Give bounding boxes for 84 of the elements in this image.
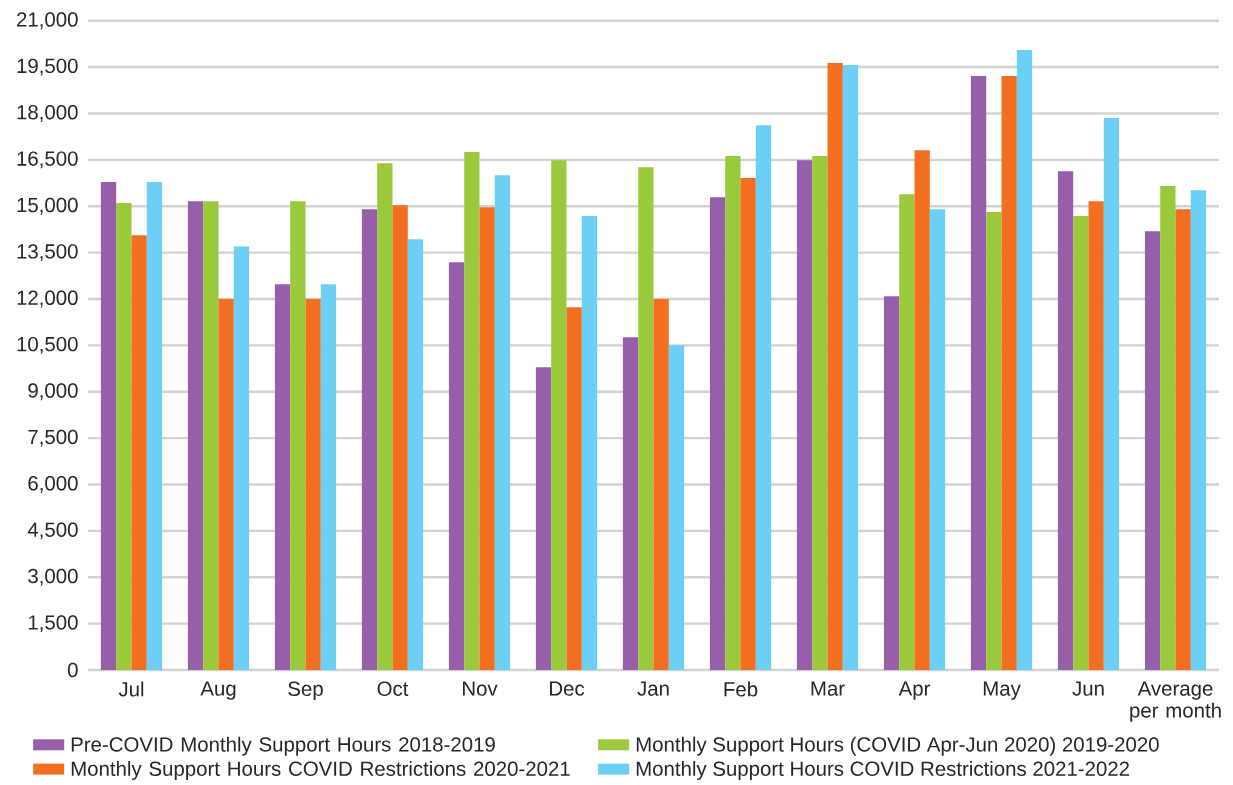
bar: [290, 201, 306, 670]
bar: [1073, 216, 1089, 670]
bar: [709, 197, 726, 670]
bar: [566, 307, 582, 670]
bar: [1001, 76, 1017, 670]
y-tick-label: 6,000: [28, 476, 78, 493]
y-tick-label: 16,500: [17, 151, 78, 169]
bar: [448, 262, 465, 670]
x-tick-label: Mar: [811, 681, 845, 696]
y-tick-label: 19,500: [17, 58, 78, 76]
y-tick-label: 13,500: [17, 244, 78, 262]
bar: [116, 203, 132, 670]
x-tick-label: May: [983, 681, 1021, 700]
bar: [131, 235, 147, 670]
bar: [812, 156, 828, 670]
bar: [1144, 231, 1161, 670]
x-tick-label: Feb: [724, 681, 758, 697]
y-tick-label: 10,500: [17, 336, 78, 354]
x-tick-label: Jun: [1072, 681, 1104, 696]
bar: [1103, 118, 1120, 670]
bar: [796, 160, 813, 670]
bar: [187, 201, 204, 670]
bar: [899, 194, 915, 670]
bar: [929, 209, 946, 670]
bar: [320, 284, 337, 670]
bar: [535, 367, 552, 670]
y-tick-label: 4,500: [27, 522, 78, 540]
bar: [1057, 171, 1074, 670]
bar: [392, 205, 408, 670]
bar: [464, 152, 480, 670]
bar: [305, 298, 321, 670]
y-tick-label: 21,000: [17, 12, 78, 30]
x-tick-label: Nov: [463, 681, 498, 696]
legend-label: Monthly Support Hours COVID Restrictions 2021-2022: [636, 760, 1129, 780]
bar: [986, 212, 1002, 670]
bar: [827, 63, 843, 670]
bar: [100, 182, 117, 670]
bar: [233, 246, 250, 670]
bar: [1175, 209, 1191, 670]
bar: [914, 150, 930, 670]
y-tick-label: 12,000: [17, 290, 78, 308]
bar: [725, 156, 741, 670]
y-tick-label: 9,000: [28, 383, 78, 401]
bar: [274, 284, 291, 670]
bar: [1088, 201, 1104, 670]
bar: [668, 345, 685, 670]
y-tick-label: 1,500: [28, 615, 78, 633]
bar: [551, 160, 567, 670]
bar: [494, 175, 511, 670]
bar: [581, 216, 598, 670]
bar: [479, 207, 495, 670]
legend-label: Pre-COVID Monthly Support Hours 2018-2019: [71, 736, 495, 756]
y-tick-label: 0: [67, 662, 78, 678]
x-tick-label: Apr: [898, 681, 931, 700]
bar: [653, 298, 669, 670]
bar: [407, 239, 424, 670]
bar: [361, 209, 378, 670]
bar: [740, 178, 756, 670]
x-tick-label: Sep: [288, 681, 323, 701]
x-tick-label: Average per month: [1130, 681, 1221, 722]
legend-label: Monthly Support Hours COVID Restrictions 2020-2021: [71, 760, 570, 780]
bar: [146, 182, 163, 670]
bar: [1016, 50, 1033, 670]
bar: [638, 167, 654, 670]
bar: [883, 296, 900, 670]
x-tick-label: Jan: [637, 681, 669, 696]
bar: [842, 64, 859, 670]
x-tick-label: Jul: [118, 681, 144, 697]
bar: [203, 201, 219, 670]
y-tick-label: 15,000: [17, 197, 78, 215]
bar: [218, 298, 234, 670]
x-tick-label: Dec: [550, 681, 585, 696]
y-tick-label: 7,500: [28, 429, 78, 447]
x-tick-label: Aug: [200, 681, 236, 700]
x-tick-label: Oct: [377, 681, 409, 696]
bar: [755, 125, 772, 670]
bar: [377, 163, 393, 670]
bar: [622, 337, 639, 670]
y-tick-label: 3,000: [28, 568, 78, 586]
bar: [1190, 190, 1207, 670]
legend-label: Monthly Support Hours (COVID Apr-Jun 2020) 2019-2020: [636, 736, 1159, 756]
bar: [1160, 186, 1176, 670]
bar: [970, 76, 987, 670]
y-tick-label: 18,000: [17, 105, 78, 122]
